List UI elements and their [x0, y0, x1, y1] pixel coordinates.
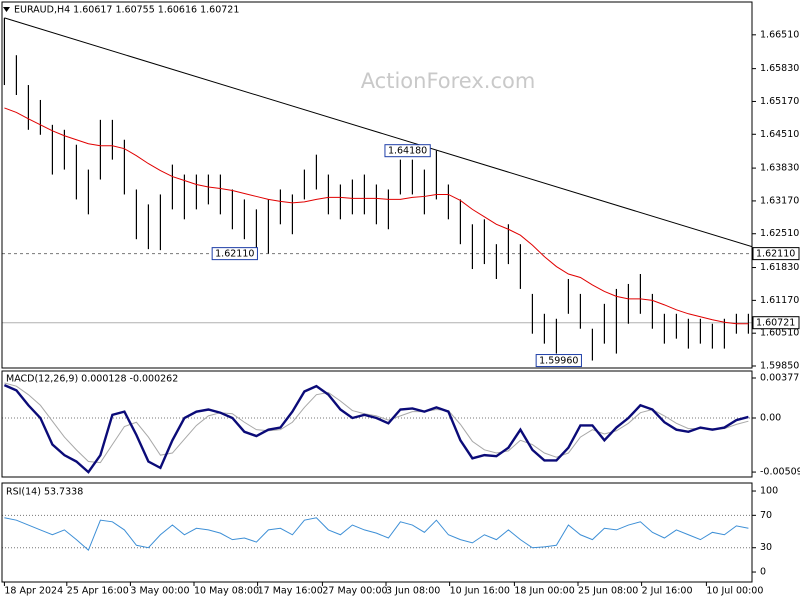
x-tick-label: 18 Apr 2024	[4, 586, 63, 597]
y-tick-label: 1.60510	[760, 328, 799, 339]
annotation-label: 1.64180	[388, 146, 427, 157]
x-tick-label: 10 May 08:00	[194, 586, 259, 597]
y-tick-label: 30	[760, 542, 772, 553]
y-tick-label: 100	[760, 486, 778, 497]
y-tick-label: 0.00	[760, 413, 781, 424]
x-tick-label: 25 Jun 08:00	[578, 586, 638, 597]
menu-triangle	[3, 7, 10, 12]
series-line	[4, 517, 749, 552]
plot-area	[2, 17, 752, 361]
annotation-box	[211, 247, 258, 261]
moving-average	[4, 107, 749, 325]
x-tick-label: 10 Jun 16:00	[450, 586, 510, 597]
rsi-title: RSI(14) 53.7338	[6, 487, 83, 498]
x-tick-label: 27 May 00:00	[322, 586, 387, 597]
plot-area	[2, 514, 752, 552]
x-tick-label: 10 Jul 00:00	[706, 586, 763, 597]
y-tick-label: 1.63830	[760, 163, 799, 174]
y-tick-label: 1.61830	[760, 262, 799, 273]
y-tick-label: 1.65170	[760, 96, 799, 107]
x-tick-label: 25 Apr 16:00	[67, 586, 129, 597]
annotation-box	[384, 144, 431, 158]
trend-line	[4, 17, 752, 248]
x-tick-label: 3 May 00:00	[130, 586, 189, 597]
level-label-box	[752, 247, 800, 261]
watermark: ActionForex.com	[361, 69, 536, 93]
chart-title: EURAUD,H4 1.60617 1.60755 1.60616 1.6072…	[14, 5, 239, 16]
series-line	[3, 384, 749, 474]
x-tick-label: 2 Jul 16:00	[642, 586, 693, 597]
y-tick-label: 1.65830	[760, 63, 799, 74]
y-tick-label: 0	[760, 567, 766, 578]
y-tick-label: 1.59850	[760, 361, 799, 372]
plot-area	[2, 382, 752, 474]
macd-title: MACD(12,26,9) 0.000128 -0.000262	[6, 374, 178, 385]
panel-border	[1, 1, 753, 369]
y-tick-label: -0.005095	[760, 467, 800, 478]
annotation-label: 1.59960	[539, 356, 578, 367]
y-tick-label: 0.00377	[760, 373, 799, 384]
y-tick-label: 1.62510	[760, 228, 799, 239]
panel-border	[1, 370, 753, 478]
y-tick-label: 1.66510	[760, 29, 799, 40]
x-tick-label: 18 Jun 00:00	[514, 586, 574, 597]
x-tick-label: 3 Jun 08:00	[386, 586, 440, 597]
y-tick-label: 1.64510	[760, 129, 799, 140]
panel-border	[1, 482, 753, 583]
annotation-label: 1.62110	[215, 249, 254, 260]
x-tick-label: 17 May 16:00	[258, 586, 323, 597]
series-line	[4, 382, 749, 464]
y-tick-label: 1.63170	[760, 195, 799, 206]
level-label: 1.62110	[756, 249, 795, 260]
y-tick-label: 1.61170	[760, 295, 799, 306]
annotation-box	[535, 354, 582, 368]
level-label: 1.60721	[756, 318, 795, 329]
y-tick-label: 70	[760, 510, 772, 521]
level-label-box	[752, 316, 800, 330]
